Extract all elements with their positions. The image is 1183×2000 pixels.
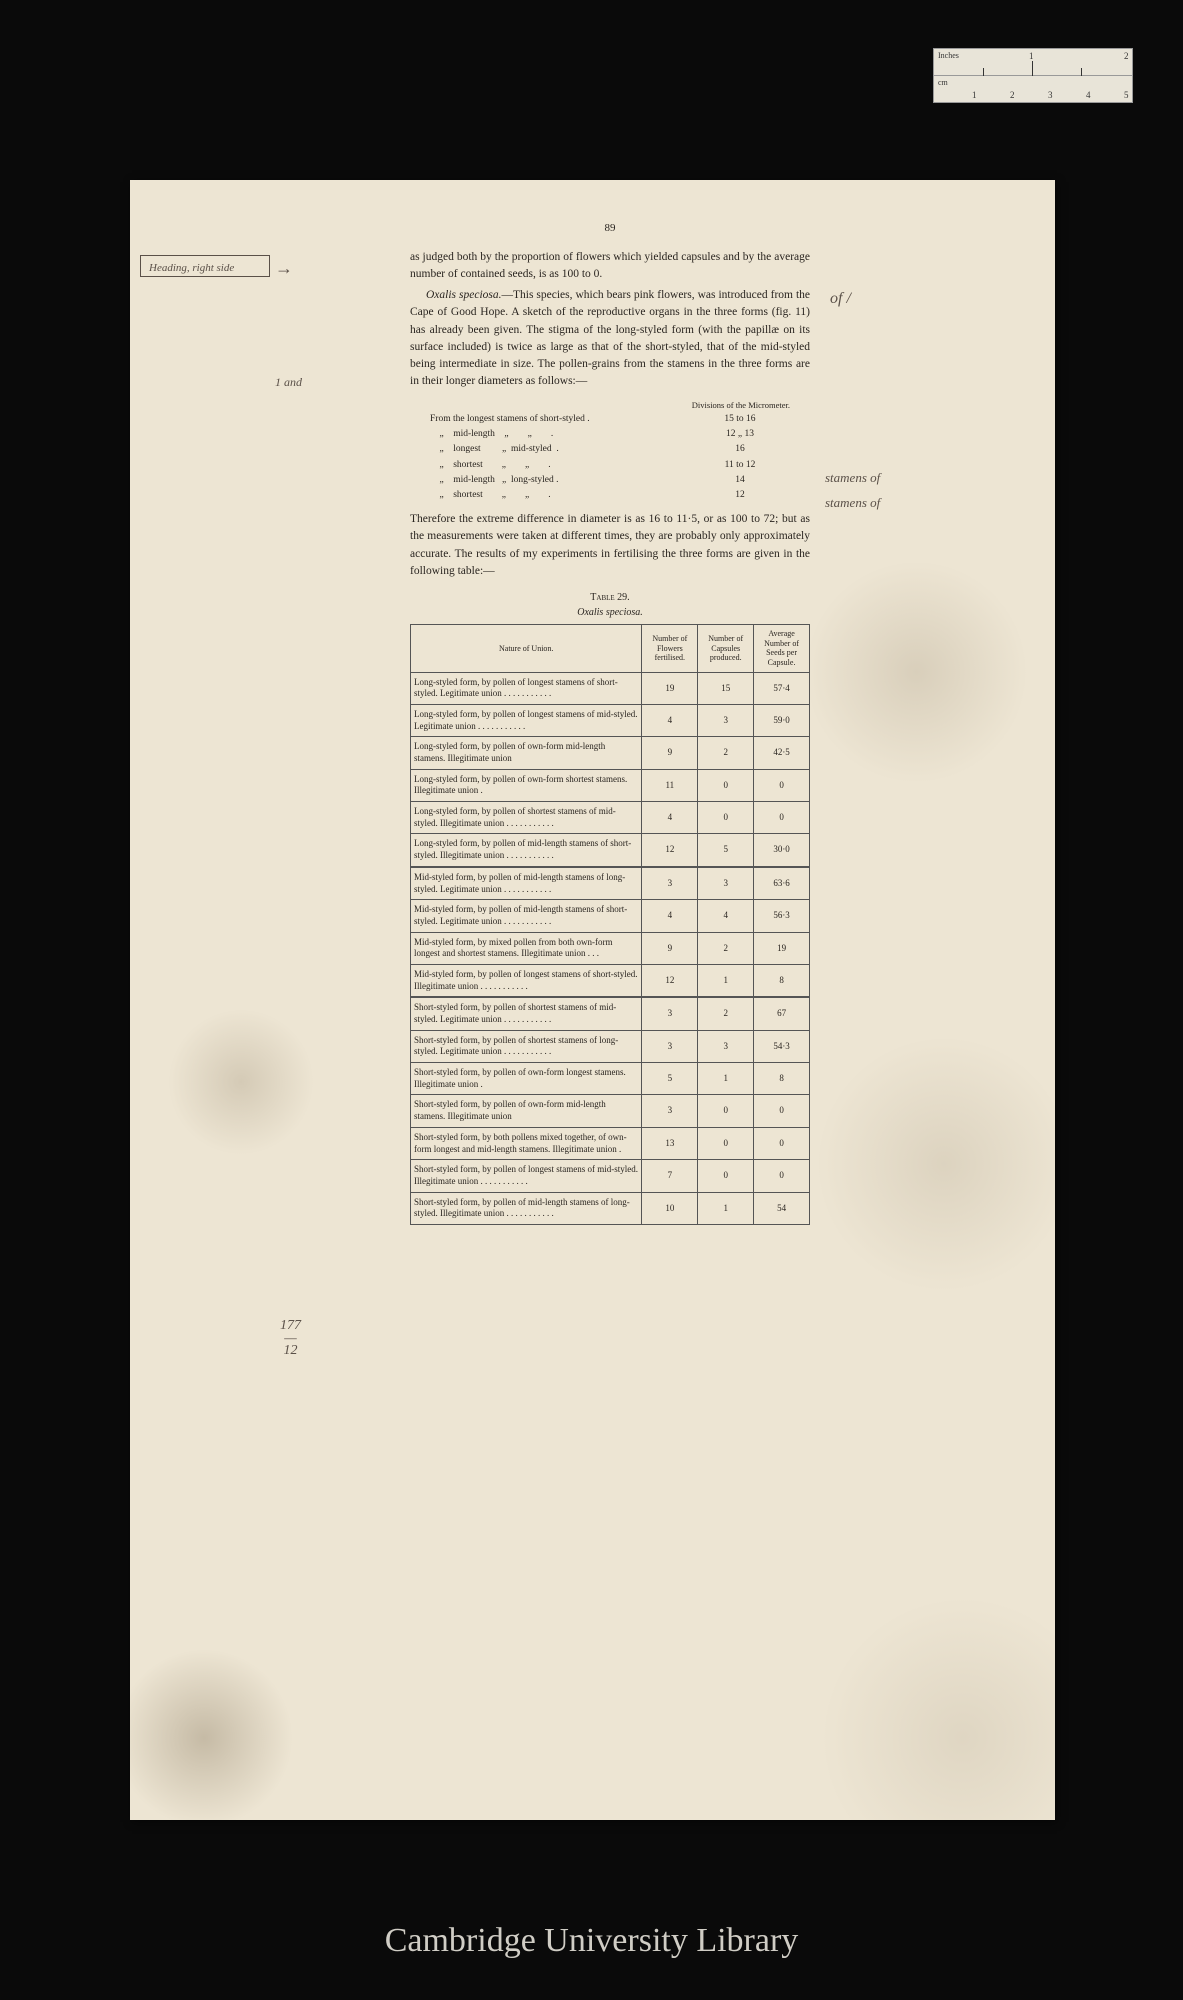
pollen-row: „ longest „ mid-styled .16 bbox=[430, 442, 810, 457]
annotation-heading-box: Heading, right side bbox=[140, 255, 270, 277]
pollen-row: „ mid-length „ long-styled .14 bbox=[430, 473, 810, 488]
annotation-arrow: → bbox=[275, 258, 293, 279]
printed-text-column: 89 as judged both by the proportion of f… bbox=[410, 220, 810, 1225]
table-row: Short-styled form, by pollen of own-form… bbox=[411, 1095, 810, 1127]
table-row: Short-styled form, by pollen of shortest… bbox=[411, 1030, 810, 1062]
table-row: Short-styled form, by pollen of own-form… bbox=[411, 1063, 810, 1095]
table-row: Short-styled form, by pollen of shortest… bbox=[411, 997, 810, 1030]
col-header-capsules: Number of Capsules produced. bbox=[698, 625, 754, 672]
pollen-row: From the longest stamens of short-styled… bbox=[430, 412, 810, 427]
table-row: Long-styled form, by pollen of longest s… bbox=[411, 704, 810, 736]
table-row: Short-styled form, by pollen of mid-leng… bbox=[411, 1192, 810, 1224]
ruler-cm-label: cm bbox=[938, 78, 948, 87]
page-number: 89 bbox=[410, 220, 810, 237]
fertilisation-table: Nature of Union. Number of Flowers ferti… bbox=[410, 624, 810, 1225]
table-row: Long-styled form, by pollen of own-form … bbox=[411, 737, 810, 769]
table-row: Long-styled form, by pollen of shortest … bbox=[411, 802, 810, 834]
pollen-row: „ shortest „ „ .11 to 12 bbox=[430, 458, 810, 473]
table-number: Table 29. bbox=[410, 590, 810, 605]
annotation-fraction: 177 — 12 bbox=[280, 1320, 301, 1358]
annotation-stamens-2: stamens of bbox=[825, 495, 880, 511]
col-header-nature: Nature of Union. bbox=[411, 625, 642, 672]
table-row: Mid-styled form, by mixed pollen from bo… bbox=[411, 932, 810, 964]
table-row: Long-styled form, by pollen of own-form … bbox=[411, 769, 810, 801]
paragraph-2: Oxalis speciosa.—This species, which bea… bbox=[410, 287, 810, 391]
annotation-one-and: 1 and bbox=[275, 375, 302, 390]
pollen-measurements: Divisions of the Micrometer. From the lo… bbox=[430, 399, 810, 504]
annotation-of: of / bbox=[830, 290, 851, 308]
table-row: Short-styled form, by pollen of longest … bbox=[411, 1160, 810, 1192]
paragraph-1: as judged both by the proportion of flow… bbox=[410, 249, 810, 284]
table-row: Mid-styled form, by pollen of mid-length… bbox=[411, 867, 810, 900]
annotation-stamens-1: stamens of bbox=[825, 470, 880, 486]
table-species: Oxalis speciosa. bbox=[410, 605, 810, 620]
table-row: Long-styled form, by pollen of longest s… bbox=[411, 672, 810, 704]
manuscript-page: Heading, right side → 1 and of / stamens… bbox=[130, 180, 1055, 1820]
library-attribution: Cambridge University Library bbox=[0, 1922, 1183, 1960]
col-header-seeds: Average Number of Seeds per Capsule. bbox=[754, 625, 810, 672]
table-row: Long-styled form, by pollen of mid-lengt… bbox=[411, 834, 810, 867]
paragraph-3: Therefore the extreme difference in diam… bbox=[410, 511, 810, 580]
col-header-flowers: Number of Flowers fertilised. bbox=[642, 625, 698, 672]
ruler-inches-label: Inches bbox=[938, 51, 959, 60]
table-row: Mid-styled form, by pollen of mid-length… bbox=[411, 900, 810, 932]
table-row: Mid-styled form, by pollen of longest st… bbox=[411, 964, 810, 997]
pollen-row: „ mid-length „ „ .12 „ 13 bbox=[430, 427, 810, 442]
pollen-row: „ shortest „ „ .12 bbox=[430, 488, 810, 503]
scale-ruler: Inches 1 2 cm 1 2 3 4 5 bbox=[933, 48, 1133, 103]
table-row: Short-styled form, by both pollens mixed… bbox=[411, 1127, 810, 1159]
